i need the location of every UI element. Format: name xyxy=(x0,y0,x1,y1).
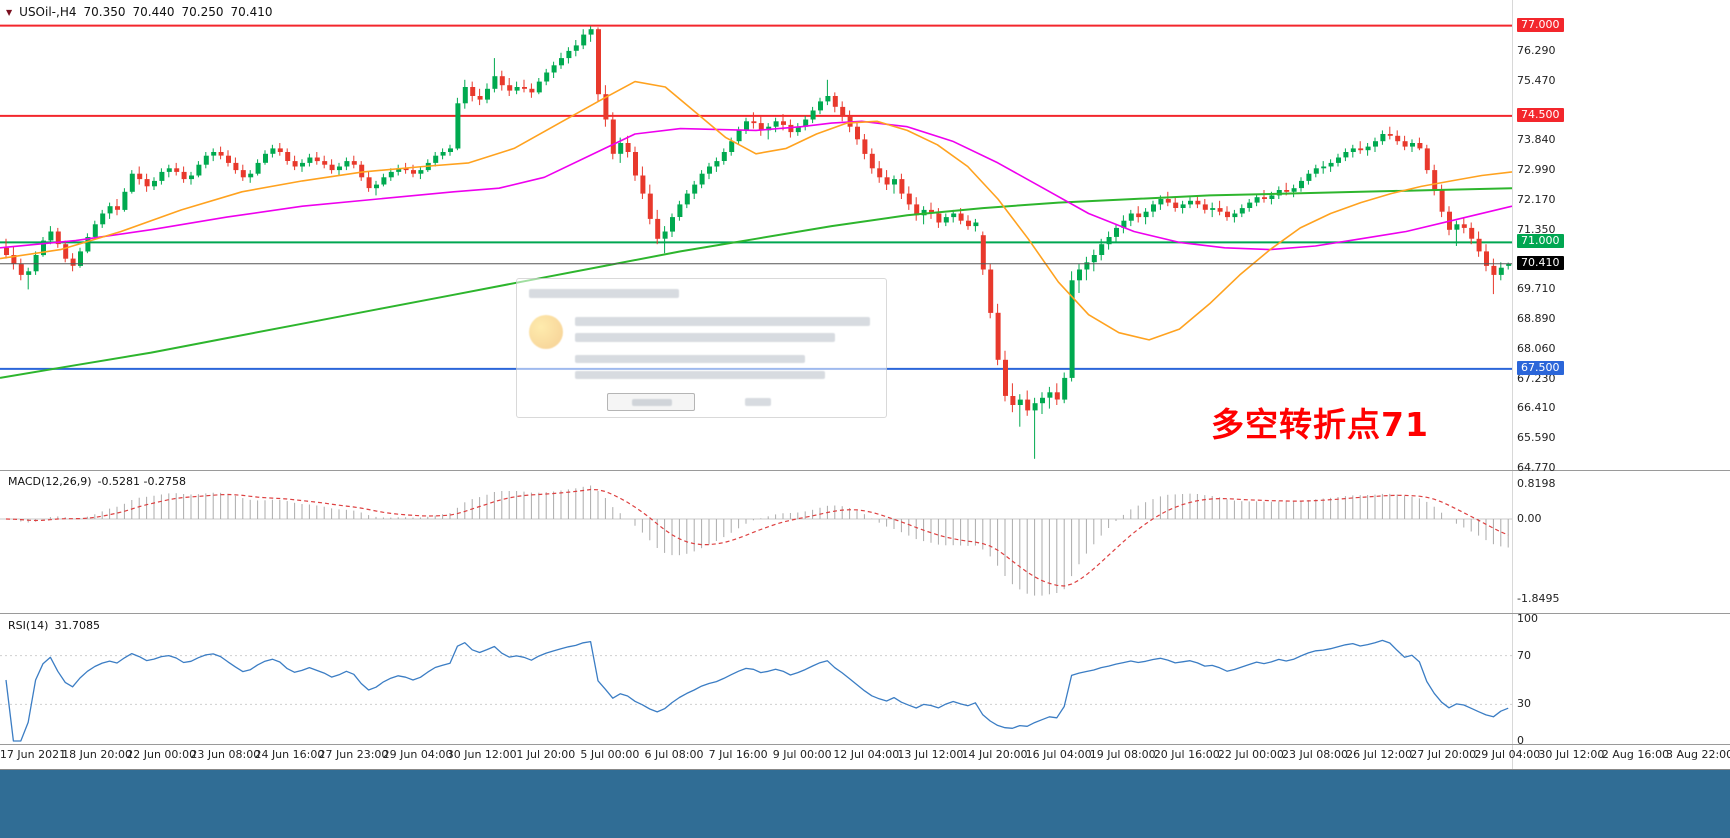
chart-menu-icon: ▼ xyxy=(6,7,13,17)
watermark-button-label xyxy=(632,399,672,406)
watermark-dialog xyxy=(516,278,887,418)
watermark-text-line xyxy=(575,355,805,363)
time-axis-label: 13 Jul 12:00 xyxy=(897,748,964,761)
rsi-tick: 100 xyxy=(1517,612,1538,625)
macd-values: -0.5281 -0.2758 xyxy=(97,475,186,488)
price-tick: 72.990 xyxy=(1517,163,1556,177)
macd-tick: 0.00 xyxy=(1517,512,1542,525)
price-tick: 72.170 xyxy=(1517,193,1556,207)
watermark-text-line xyxy=(529,289,679,298)
time-axis-label: 23 Jul 08:00 xyxy=(1282,748,1348,761)
ma-short-orange xyxy=(0,80,1513,341)
time-axis-label: 30 Jun 12:00 xyxy=(446,748,517,761)
time-axis-label: 20 Jul 16:00 xyxy=(1153,748,1220,761)
ma-medium-magenta xyxy=(0,120,1513,251)
rsi-name: RSI(14) xyxy=(8,619,49,632)
time-axis-label: 24 Jun 16:00 xyxy=(254,748,325,761)
watermark-text-line xyxy=(575,371,825,379)
ohlc-open: 70.350 xyxy=(83,5,126,19)
price-tick: 69.710 xyxy=(1517,281,1556,295)
rsi-line xyxy=(5,639,1509,742)
price-tick: 68.890 xyxy=(1517,311,1556,325)
price-tick: 65.590 xyxy=(1517,430,1556,444)
rsi-indicator-label: RSI(14) 31.7085 xyxy=(8,619,100,632)
time-axis-label: 19 Jul 08:00 xyxy=(1089,748,1156,761)
time-axis-label: 29 Jun 04:00 xyxy=(382,748,453,761)
price-level-label: 77.000 xyxy=(1517,17,1564,32)
macd-indicator-label: MACD(12,26,9) -0.5281 -0.2758 xyxy=(8,475,186,488)
time-axis-label: 16 Jul 04:00 xyxy=(1025,748,1092,761)
time-axis-label: 7 Jul 16:00 xyxy=(708,748,768,761)
rsi-level-lines xyxy=(0,655,1512,705)
candlesticks xyxy=(4,26,1512,459)
price-level-label: 71.000 xyxy=(1517,234,1564,249)
price-tick: 76.290 xyxy=(1517,44,1556,58)
macd-tick: 0.8198 xyxy=(1517,476,1556,490)
page-footer-strip xyxy=(0,770,1730,838)
time-axis-label: 1 Jul 20:00 xyxy=(516,748,576,761)
watermark-logo-icon xyxy=(529,315,563,349)
time-axis-label: 27 Jul 20:00 xyxy=(1410,748,1477,761)
time-axis-label: 5 Jul 00:00 xyxy=(580,748,640,761)
price-tick: 71.350 xyxy=(1517,222,1556,236)
price-tick: 75.470 xyxy=(1517,73,1556,87)
price-tick: 68.060 xyxy=(1517,341,1556,355)
macd-rsi-separator[interactable] xyxy=(0,613,1730,614)
price-level-label: 67.500 xyxy=(1517,360,1564,375)
price-tick: 67.230 xyxy=(1517,371,1556,385)
time-axis-label: 22 Jul 00:00 xyxy=(1217,748,1284,761)
symbol-period-label: USOil-,H4 xyxy=(19,5,77,19)
time-axis-label: 18 Jun 20:00 xyxy=(62,748,133,761)
plot-axis-divider xyxy=(1512,0,1513,769)
macd-signal-line xyxy=(5,488,1509,587)
time-axis-label: 22 Jun 00:00 xyxy=(126,748,197,761)
macd-name: MACD(12,26,9) xyxy=(8,475,92,488)
chart-annotation-text: 多空转折点71 xyxy=(1211,405,1429,444)
time-axis-label: 29 Jul 04:00 xyxy=(1474,748,1541,761)
time-axis-label: 30 Jul 12:00 xyxy=(1538,748,1605,761)
watermark-text-line xyxy=(575,317,870,326)
price-tick: 64.770 xyxy=(1517,460,1556,474)
watermark-primary-button xyxy=(607,393,695,411)
watermark-text-line xyxy=(575,333,835,342)
rsi-value: 31.7085 xyxy=(54,619,100,632)
moving-average-lines xyxy=(0,80,1513,379)
ohlc-high: 70.440 xyxy=(132,5,175,19)
chart-header: ▼ USOil-,H4 70.350 70.440 70.250 70.410 xyxy=(6,5,272,19)
time-axis-label: 6 Jul 08:00 xyxy=(644,748,704,761)
ma-long-green xyxy=(0,187,1513,379)
time-axis-label: 14 Jul 20:00 xyxy=(961,748,1028,761)
main-macd-separator[interactable] xyxy=(0,470,1730,471)
rsi-tick: 0 xyxy=(1517,734,1524,747)
time-axis-label: 2 Aug 16:00 xyxy=(1601,748,1670,761)
time-axis-label: 27 Jun 23:00 xyxy=(318,748,389,761)
price-level-label: 70.410 xyxy=(1517,255,1564,270)
price-tick: 73.840 xyxy=(1517,132,1556,146)
watermark-secondary-button xyxy=(745,398,771,406)
macd-histogram xyxy=(12,485,1509,596)
ohlc-close: 70.410 xyxy=(230,5,273,19)
price-tick: 66.410 xyxy=(1517,401,1556,415)
rsi-tick: 70 xyxy=(1517,648,1531,662)
time-axis-label: 3 Aug 22:00 xyxy=(1666,748,1730,761)
rsi-tick: 30 xyxy=(1517,697,1531,711)
macd-tick: -1.8495 xyxy=(1517,591,1560,605)
time-axis-label: 9 Jul 00:00 xyxy=(772,748,832,761)
time-axis-label: 23 Jun 08:00 xyxy=(190,748,261,761)
rsi-timeaxis-separator xyxy=(0,744,1730,745)
time-axis-label: 26 Jul 12:00 xyxy=(1346,748,1413,761)
price-level-label: 74.500 xyxy=(1517,107,1564,122)
time-axis-label: 12 Jul 04:00 xyxy=(833,748,900,761)
ohlc-low: 70.250 xyxy=(181,5,224,19)
timeaxis-bottom-border xyxy=(0,769,1730,770)
time-axis-label: 17 Jun 2021 xyxy=(0,748,67,761)
